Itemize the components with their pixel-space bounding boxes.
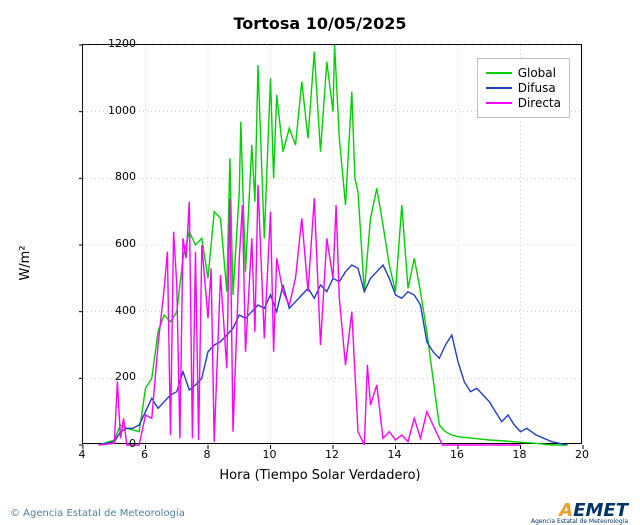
legend-swatch <box>486 72 512 74</box>
x-tick-label: 8 <box>192 448 222 461</box>
chart-container: Tortosa 10/05/2025 W/m² Hora (Tiempo Sol… <box>0 0 640 525</box>
y-tick-label: 600 <box>86 237 136 250</box>
x-tick-label: 14 <box>380 448 410 461</box>
y-tick-label: 400 <box>86 304 136 317</box>
y-tick-label: 0 <box>86 437 136 450</box>
x-tick-label: 20 <box>567 448 597 461</box>
logo-subtitle: Agencia Estatal de Meteorología <box>531 518 628 525</box>
x-tick-label: 12 <box>317 448 347 461</box>
y-tick-label: 200 <box>86 370 136 383</box>
legend-swatch <box>486 87 512 89</box>
legend-item: Difusa <box>486 81 561 95</box>
legend-swatch <box>486 102 512 104</box>
x-tick-label: 10 <box>255 448 285 461</box>
series-directa <box>99 185 521 445</box>
legend-item: Global <box>486 66 561 80</box>
y-tick-label: 1000 <box>86 104 136 117</box>
legend-label: Directa <box>518 96 561 110</box>
legend-label: Global <box>518 66 556 80</box>
y-tick-label: 800 <box>86 170 136 183</box>
legend-label: Difusa <box>518 81 556 95</box>
legend-item: Directa <box>486 96 561 110</box>
chart-title: Tortosa 10/05/2025 <box>0 14 640 33</box>
x-axis-label: Hora (Tiempo Solar Verdadero) <box>0 468 640 483</box>
copyright-text: © Agencia Estatal de Meteorología <box>10 508 185 519</box>
y-tick-label: 1200 <box>86 37 136 50</box>
legend: GlobalDifusaDirecta <box>477 58 570 118</box>
x-tick-label: 16 <box>442 448 472 461</box>
x-tick-label: 18 <box>505 448 535 461</box>
y-axis-label: W/m² <box>18 245 33 280</box>
